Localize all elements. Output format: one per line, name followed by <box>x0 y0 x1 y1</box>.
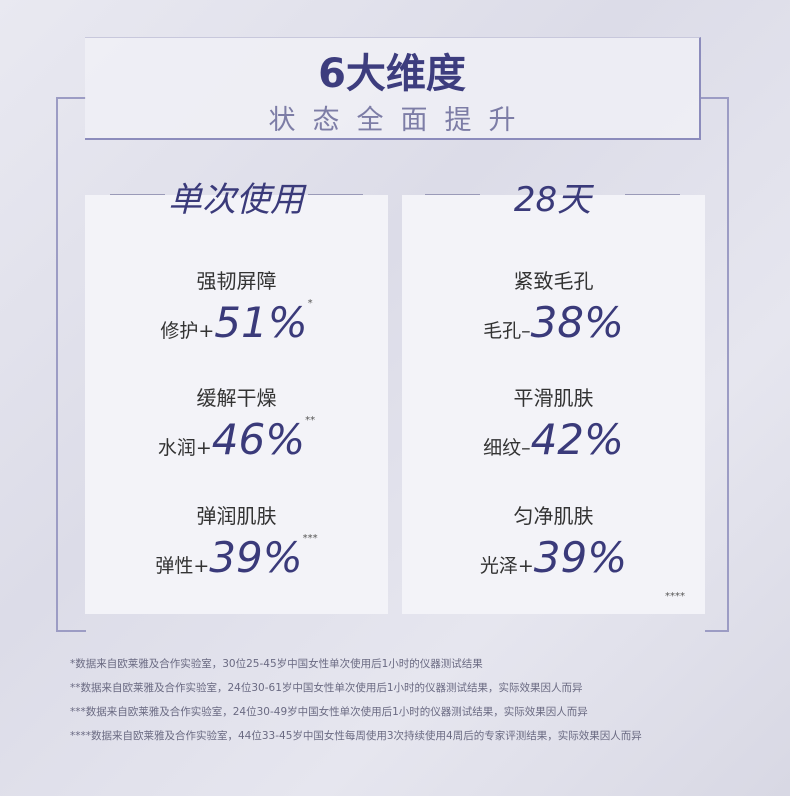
stat-item: 缓解干燥 水润+46%** <box>85 382 388 464</box>
stat-prefix: 水润+ <box>157 437 212 459</box>
footnote-mark: ** <box>305 415 316 426</box>
card-28-days: 紧致毛孔 毛孔–38% 平滑肌肤 细纹–42% 匀净肌肤 光泽+39% **** <box>402 195 705 614</box>
page-title: 6大维度 <box>318 51 466 97</box>
stat-prefix: 毛孔– <box>483 320 531 342</box>
stat-prefix: 弹性+ <box>155 555 210 577</box>
bracket-left-top <box>56 97 86 99</box>
card-single-use: 强韧屏障 修护+51%* 缓解干燥 水润+46%** 弹润肌肤 弹性+39%**… <box>85 195 388 614</box>
stat-label: 平滑肌肤 <box>513 386 594 410</box>
heading-rule <box>625 194 680 195</box>
footnote-mark: *** <box>302 533 318 544</box>
bracket-right <box>727 97 729 632</box>
bracket-left-bottom <box>56 630 86 632</box>
column-heading: 单次使用 <box>168 180 304 220</box>
footnote-mark: **** <box>665 591 685 602</box>
bracket-left <box>56 97 58 632</box>
stat-label: 匀净肌肤 <box>513 504 594 528</box>
footnote: *数据来自欧莱雅及合作实验室，30位25-45岁中国女性单次使用后1小时的仪器测… <box>70 658 483 670</box>
stat-item: 弹润肌肤 弹性+39%*** <box>85 500 388 582</box>
heading-rule <box>110 194 165 195</box>
stat-prefix: 修护+ <box>160 320 215 342</box>
stat-value: 42% <box>530 415 624 464</box>
stat-label: 弹润肌肤 <box>196 504 277 528</box>
stat-prefix: 光泽+ <box>479 555 534 577</box>
footnote: ***数据来自欧莱雅及合作实验室，24位30-49岁中国女性单次使用后1小时的仪… <box>70 706 588 718</box>
footnote-mark: * <box>307 298 313 309</box>
stat-value: 46% <box>211 415 306 464</box>
stat-label: 缓解干燥 <box>196 386 277 410</box>
footnote: **数据来自欧莱雅及合作实验室，24位30-61岁中国女性单次使用后1小时的仪器… <box>70 682 583 694</box>
stat-item: 匀净肌肤 光泽+39% <box>402 500 705 582</box>
column-heading: 28天 <box>513 180 592 220</box>
stat-value: 39% <box>209 533 303 582</box>
stat-prefix: 细纹– <box>483 437 531 459</box>
stat-value: 51% <box>214 298 308 347</box>
stat-value: 38% <box>530 298 624 347</box>
footnote: ****数据来自欧莱雅及合作实验室，44位33-45岁中国女性每周使用3次持续使… <box>70 730 642 742</box>
heading-rule <box>425 194 480 195</box>
bracket-right-top <box>699 97 729 99</box>
heading-rule <box>308 194 363 195</box>
title-box: 6大维度 状态全面提升 <box>85 37 701 140</box>
stat-item: 平滑肌肤 细纹–42% <box>402 382 705 464</box>
stat-item: 紧致毛孔 毛孔–38% <box>402 265 705 347</box>
stat-value: 39% <box>533 533 628 582</box>
stat-label: 紧致毛孔 <box>513 269 594 293</box>
stat-label: 强韧屏障 <box>196 269 277 293</box>
page-subtitle: 状态全面提升 <box>268 105 533 136</box>
bracket-right-bottom <box>705 630 729 632</box>
stat-item: 强韧屏障 修护+51%* <box>85 265 388 347</box>
